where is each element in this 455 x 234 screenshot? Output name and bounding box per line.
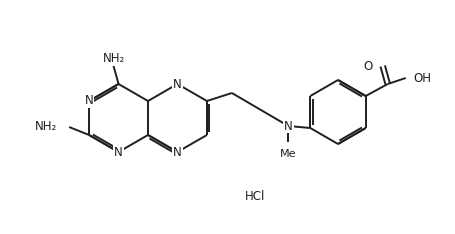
- Text: O: O: [363, 59, 372, 73]
- Text: N: N: [283, 120, 292, 132]
- Text: N: N: [173, 146, 182, 158]
- Text: HCl: HCl: [244, 190, 265, 202]
- Text: OH: OH: [413, 72, 431, 84]
- Text: N: N: [114, 146, 123, 158]
- Text: N: N: [85, 95, 93, 107]
- Text: Me: Me: [279, 149, 296, 159]
- Text: N: N: [173, 77, 182, 91]
- Text: NH₂: NH₂: [102, 52, 124, 66]
- Text: NH₂: NH₂: [35, 121, 57, 134]
